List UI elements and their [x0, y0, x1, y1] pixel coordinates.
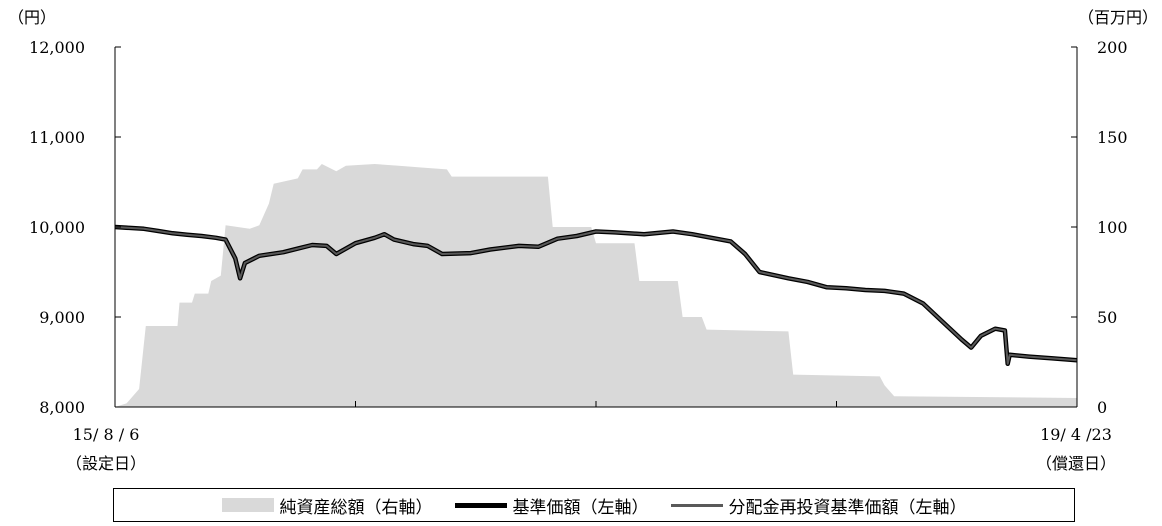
right-tick-label: 200 [1097, 38, 1128, 57]
legend-item-reinvested-nav: 分配金再投資基準価額（左軸） [670, 493, 967, 518]
legend-label-net-assets: 純資産総額（右軸） [279, 497, 433, 518]
net-assets-area [115, 164, 1077, 407]
legend-swatch-nav-line [454, 502, 507, 508]
x-start-sub: （設定日） [66, 454, 146, 473]
right-tick-label: 0 [1097, 398, 1107, 417]
left-axis-unit: （円） [8, 8, 56, 27]
left-tick-label: 11,000 [29, 128, 85, 147]
legend-swatch-reinvested-line [670, 503, 723, 507]
legend-item-nav: 基準価額（左軸） [454, 493, 649, 518]
x-end-sub: （償還日） [1036, 454, 1116, 473]
legend-item-net-assets: 純資産総額（右軸） [221, 493, 433, 518]
left-tick-label: 12,000 [29, 38, 85, 57]
x-end-label: 19/ 4 /23 [1040, 425, 1112, 444]
chart: 8,000 9,000 10,000 11,000 12,000 0 50 100 150 200… [8, 8, 1158, 473]
left-tick-label: 10,000 [29, 218, 85, 237]
reinvested-nav-line [114, 226, 1078, 365]
left-tick-label: 8,000 [39, 398, 85, 417]
right-tick-label: 100 [1097, 218, 1128, 237]
right-tick-label: 150 [1097, 128, 1128, 147]
axes-layer: 8,000 9,000 10,000 11,000 12,000 0 50 100 150 200 [29, 38, 1128, 417]
x-start-label: 15/ 8 / 6 [73, 425, 140, 444]
area-layer [115, 164, 1077, 407]
legend-label-reinvested-nav: 分配金再投資基準価額（左軸） [728, 497, 967, 518]
left-tick-label: 9,000 [39, 308, 85, 327]
right-axis-unit: （百万円） [1078, 8, 1158, 27]
labels-layer: （円） （百万円） 15/ 8 / 6 （設定日） 19/ 4 /23 （償還日… [8, 8, 1158, 473]
line-layer [114, 224, 1078, 367]
right-tick-label: 50 [1097, 308, 1117, 327]
legend-label-nav: 基準価額（左軸） [512, 497, 649, 518]
legend: 純資産総額（右軸） 基準価額（左軸） 分配金再投資基準価額（左軸） [113, 488, 1075, 522]
legend-swatch-area [221, 498, 274, 512]
